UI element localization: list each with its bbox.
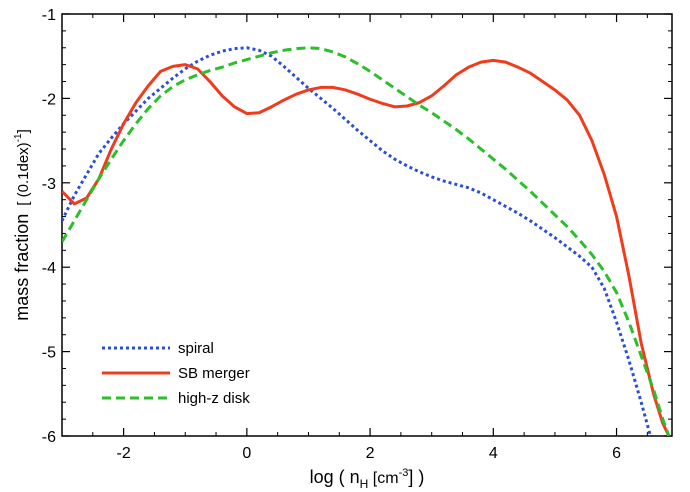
y-axis-label-bracket-close: ] bbox=[15, 129, 32, 133]
plot-frame bbox=[61, 13, 673, 437]
axis-tick-labels: -2 0 2 4 6 -1 -2 -3 -4 -5 -6 bbox=[42, 7, 621, 462]
y-tick-label: -4 bbox=[42, 260, 56, 277]
axis-ticks bbox=[61, 13, 672, 437]
series-line-high-z-disk bbox=[62, 46, 671, 436]
series-layer bbox=[62, 46, 671, 436]
y-tick-label: -1 bbox=[42, 7, 56, 24]
plot-area bbox=[61, 13, 673, 437]
x-tick-label: 6 bbox=[612, 445, 621, 462]
y-axis-label-bracket-open: [ (0.1dex) bbox=[15, 142, 32, 205]
y-axis-label: mass fraction [ (0.1dex)-1] bbox=[12, 129, 32, 321]
y-tick-label: -2 bbox=[42, 91, 56, 108]
x-axis-label-sup: -3 bbox=[399, 467, 409, 479]
y-axis-label-main: mass fraction bbox=[12, 214, 32, 321]
x-axis-label: log ( nH [cm-3] ) bbox=[310, 467, 425, 491]
legend: spiral SB merger high-z disk bbox=[102, 340, 250, 407]
x-tick-label: 0 bbox=[242, 445, 251, 462]
y-tick-label: -5 bbox=[42, 345, 56, 362]
x-tick-label: -2 bbox=[116, 445, 130, 462]
x-axis-label-middle: [cm bbox=[368, 470, 398, 487]
legend-label-spiral: spiral bbox=[178, 340, 214, 357]
x-axis-label-sub: H bbox=[360, 477, 369, 491]
series-line-sb-merger bbox=[62, 58, 671, 436]
x-tick-label: 2 bbox=[366, 445, 375, 462]
series-line-spiral bbox=[62, 46, 652, 436]
y-tick-label: -3 bbox=[42, 176, 56, 193]
x-axis-label-prefix: log ( n bbox=[310, 467, 360, 487]
legend-label-high-z-disk: high-z disk bbox=[178, 390, 250, 407]
x-tick-label: 4 bbox=[489, 445, 498, 462]
y-axis-label-sup: -1 bbox=[13, 133, 24, 142]
x-axis-label-suffix: ] ) bbox=[408, 467, 424, 487]
y-tick-label: -6 bbox=[42, 429, 56, 446]
legend-label-sb-merger: SB merger bbox=[178, 365, 250, 382]
